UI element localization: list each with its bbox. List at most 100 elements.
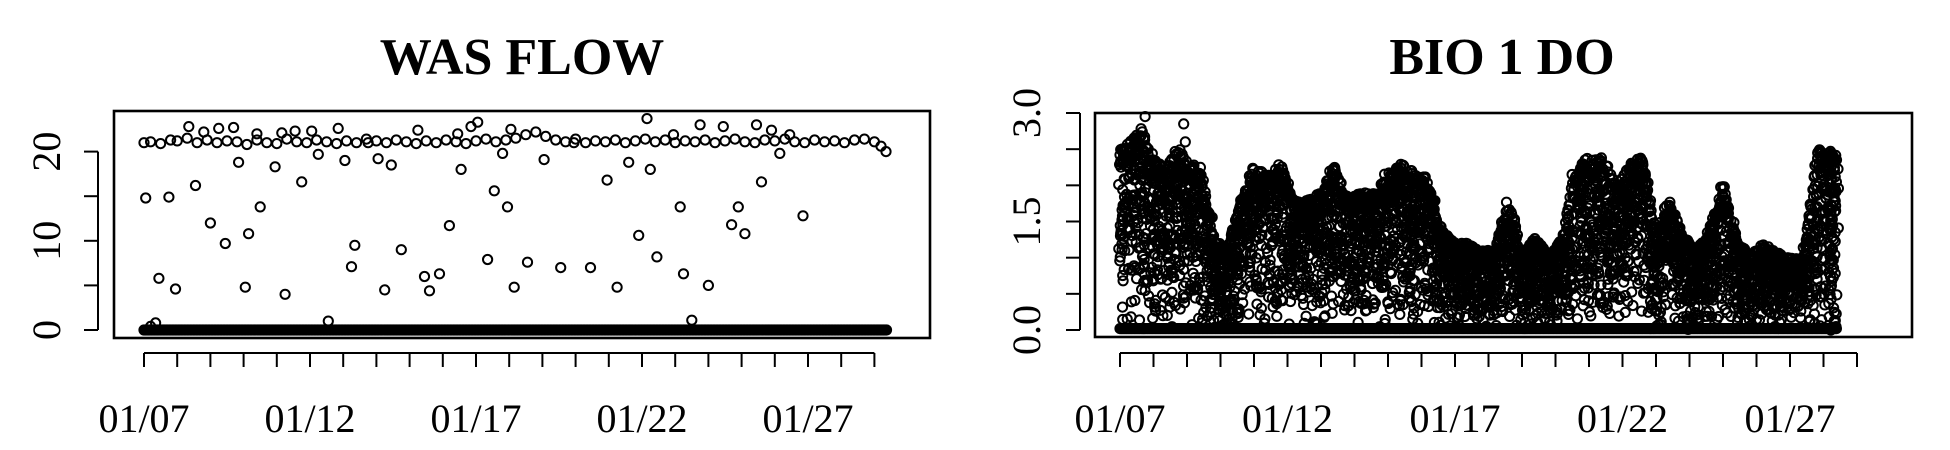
bio-1-do-data-point [1117, 275, 1129, 287]
was-flow-data-point [145, 136, 157, 148]
was-flow-data-point [732, 201, 744, 213]
bio-1-do-data-point [1236, 289, 1248, 301]
bio-1-do-data-point [1189, 218, 1201, 230]
was-flow-data-point [306, 125, 318, 137]
bio-1-do-data-point [1377, 204, 1390, 216]
bio-1-do-data-point [1206, 302, 1218, 314]
bio-1-do-data-point [1407, 239, 1419, 251]
was-flow-data-point [679, 135, 691, 147]
was-flow-data-point [765, 124, 778, 136]
bio-1-do-data-point [1183, 240, 1195, 252]
was-flow-data-point [633, 229, 645, 241]
was-flow-data-point [296, 176, 308, 188]
was-flow-y-tick-label: 0 [24, 320, 69, 340]
was-flow-data-point [163, 191, 175, 203]
was-flow-title: WAS FLOW [380, 29, 665, 86]
was-flow-data-point [482, 253, 494, 266]
bio-1-do-data-point [1571, 313, 1584, 325]
was-flow-data-point [420, 135, 432, 147]
bio-1-do-data-point [1404, 264, 1416, 277]
was-flow-x-tick-label: 01/22 [596, 396, 687, 441]
was-flow-x-axis: 01/07 01/12 01/17 01/22 01/27 [98, 352, 876, 441]
was-flow-data-point [784, 129, 796, 141]
was-flow-data-point [311, 134, 323, 146]
bio-1-do-data-point [1420, 283, 1432, 295]
bio-1-do-data-point [1418, 299, 1430, 312]
was-flow-data-point [189, 179, 202, 192]
bio-1-do-data-point [1389, 284, 1402, 296]
was-flow-panel: WAS FLOW 01/07 01/12 01/17 01/22 01/27 0 10 20 [24, 29, 932, 441]
was-flow-data-point [472, 116, 484, 128]
bio-1-do-data-point [1129, 294, 1141, 307]
was-flow-data-point [181, 132, 193, 144]
bio-1-do-data-point [1264, 254, 1276, 266]
was-flow-data-point [774, 147, 786, 159]
was-flow-data-point [219, 237, 231, 250]
was-flow-data-point [221, 135, 233, 147]
was-flow-data-point [667, 129, 680, 141]
bio-1-do-data-point [1256, 229, 1268, 241]
was-flow-data-point [510, 132, 522, 144]
was-flow-data-point [165, 134, 177, 146]
bio-1-do-data-point [1255, 283, 1268, 295]
bio-1-do-data-point [1276, 295, 1289, 307]
was-flow-data-point [440, 134, 452, 146]
was-flow-data-point [749, 137, 761, 149]
was-flow-data-point [379, 284, 391, 296]
was-flow-data-point [750, 119, 763, 131]
bio-1-do-data-point [1137, 249, 1149, 261]
was-flow-data-point [641, 113, 653, 125]
bio-1-do-data-point [1116, 214, 1128, 226]
was-flow-data-point [443, 220, 455, 232]
was-flow-data-point [291, 136, 303, 148]
was-flow-data-point [501, 201, 514, 213]
bio-1-do-data-point [1178, 297, 1191, 309]
was-flow-data-point [241, 138, 253, 151]
bio-1-do-data-point [1354, 281, 1367, 293]
bio-1-do-data-point [1118, 264, 1130, 276]
bio-1-do-data-point [1327, 298, 1339, 310]
was-flow-data-point [500, 134, 512, 146]
was-flow-data-point [580, 137, 592, 149]
was-flow-data-point [555, 262, 567, 274]
was-flow-data-point [228, 121, 240, 134]
was-flow-y-tick-label: 20 [24, 132, 69, 172]
was-flow-data-point [880, 324, 893, 336]
bio-1-do-data-point [1199, 196, 1211, 208]
was-flow-data-point [838, 137, 851, 149]
was-flow-data-point [385, 159, 397, 171]
was-flow-data-point [254, 201, 266, 213]
bio-1-do-data-point [1237, 297, 1249, 309]
bio-1-do-data-point [1243, 308, 1255, 320]
bio-1-do-data-point [1166, 286, 1178, 298]
was-flow-data-point [269, 161, 281, 173]
was-flow-data-point [470, 135, 482, 147]
was-flow-data-point [651, 251, 663, 263]
bio-1-do-data-point [1154, 304, 1166, 316]
was-flow-data-point [243, 228, 255, 240]
bio-1-do-data-point [1164, 201, 1176, 213]
was-flow-data-point [251, 134, 263, 146]
was-flow-data-point [699, 134, 711, 146]
was-flow-y-tick-label: 10 [24, 221, 69, 261]
was-flow-data-point [480, 133, 492, 145]
was-flow-data-point [322, 315, 334, 327]
was-flow-data-point [601, 174, 613, 186]
bio-1-do-data-point [1494, 282, 1507, 294]
was-flow-data-point [677, 268, 690, 280]
was-flow-data-point [739, 136, 751, 148]
was-flow-data-point [204, 217, 216, 229]
was-flow-data-point [332, 122, 344, 134]
bio-1-do-data-point [1117, 269, 1129, 282]
was-flow-data-point [412, 124, 424, 136]
was-flow-data-point [339, 154, 351, 167]
was-flow-data-point [350, 137, 363, 149]
bio-1-do-data-point [1377, 275, 1390, 287]
was-flow-data-point [455, 163, 467, 175]
bio-1-do-data-point [1151, 264, 1164, 276]
was-flow-data-point [611, 281, 623, 293]
bio-1-do-data-point [1161, 309, 1173, 321]
was-flow-data-point [349, 239, 361, 251]
